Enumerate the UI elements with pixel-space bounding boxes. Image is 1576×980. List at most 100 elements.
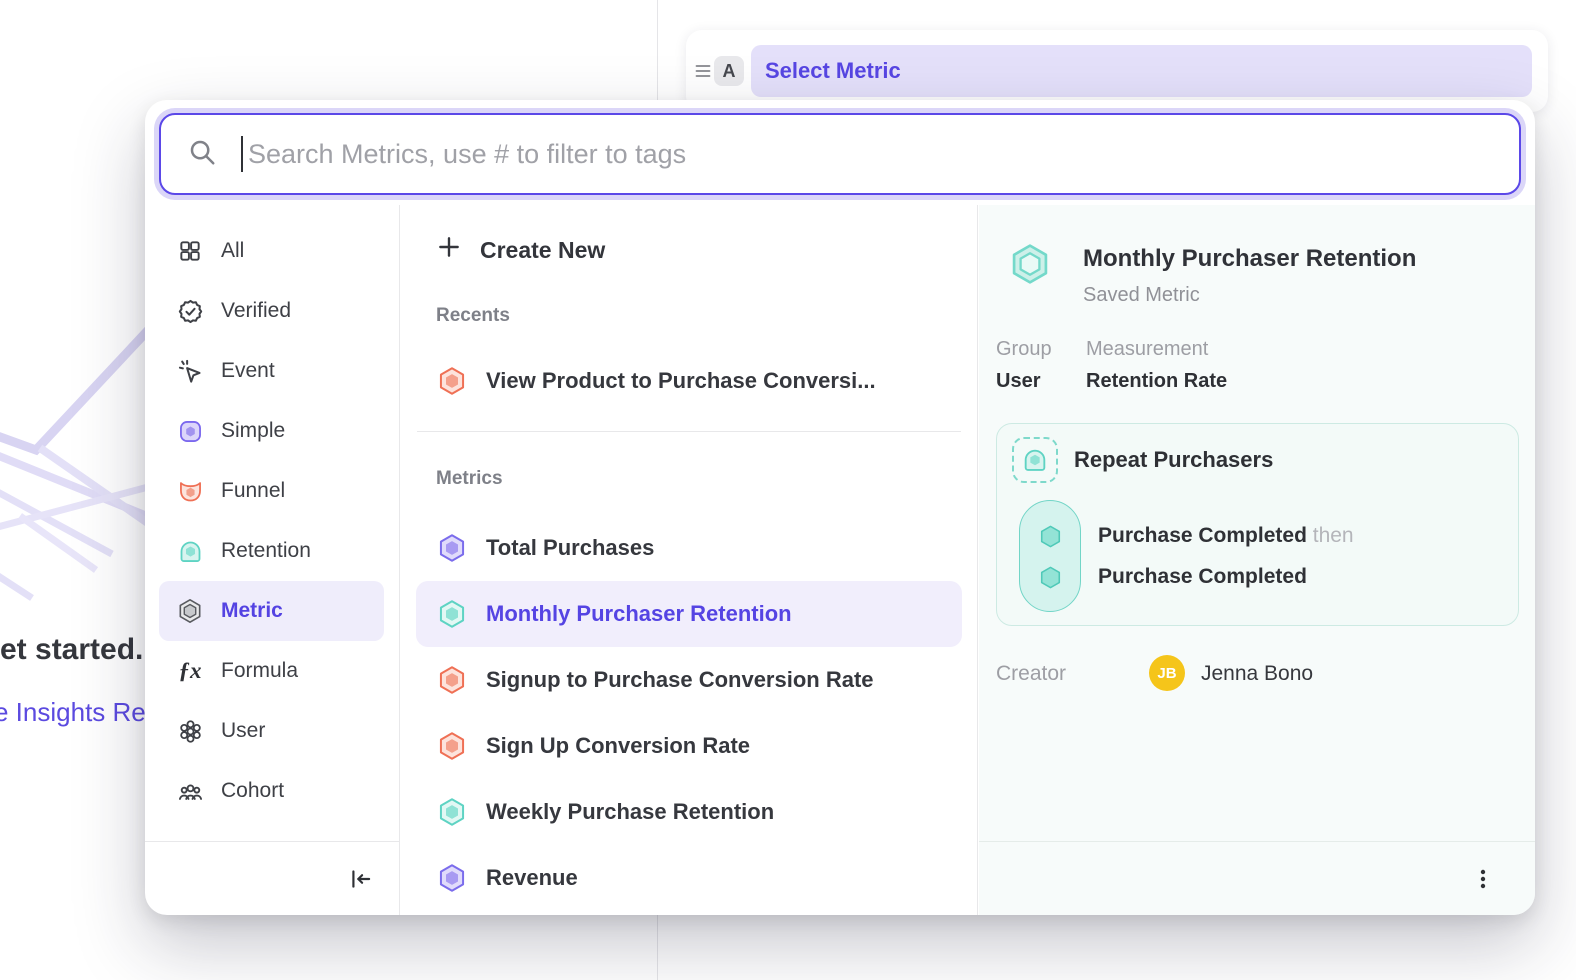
sidebar-item-simple[interactable]: Simple	[159, 401, 384, 461]
event-hexagon-icon	[1040, 566, 1061, 589]
verified-badge-icon	[176, 297, 204, 325]
step-connector: then	[1306, 524, 1354, 547]
retention-metric-hexagon-icon	[436, 796, 468, 828]
metric-list-item[interactable]: Weekly Purchase Retention	[416, 779, 962, 845]
metrics-section-title: Metrics	[436, 468, 503, 489]
event-hexagon-icon	[1040, 525, 1061, 548]
sidebar-item-label: Simple	[221, 419, 286, 442]
event-cursor-icon	[176, 357, 204, 385]
create-new-label: Create New	[480, 236, 606, 263]
select-metric-label: Select Metric	[765, 58, 901, 83]
sidebar-item-label: Retention	[221, 539, 311, 562]
metric-picker-modal: All Verified	[145, 100, 1535, 915]
saved-metric-hexagon-icon	[1007, 241, 1053, 287]
step-event-name: Purchase Completed	[1098, 565, 1307, 588]
creator-name: Jenna Bono	[1201, 662, 1314, 685]
detail-type: Saved Metric	[1083, 284, 1200, 306]
metric-list-item[interactable]: Sign Up Conversion Rate	[416, 713, 962, 779]
measurement-label: Measurement	[1086, 338, 1209, 360]
creator-avatar: JB	[1149, 655, 1185, 691]
simple-icon	[176, 417, 204, 445]
metric-item-label: Sign Up Conversion Rate	[486, 733, 751, 758]
section-divider	[417, 431, 961, 432]
sidebar-item-cohort[interactable]: Cohort	[159, 761, 384, 821]
sidebar-item-formula[interactable]: ƒx Formula	[159, 641, 384, 701]
series-letter-badge: A	[714, 56, 744, 86]
funnel-icon	[176, 477, 204, 505]
funnel-metric-hexagon-icon	[436, 365, 468, 397]
cohort-icon	[176, 777, 204, 805]
drag-handle-icon[interactable]	[694, 64, 712, 78]
sidebar-item-label: Verified	[221, 299, 292, 322]
sidebar-item-all[interactable]: All	[159, 221, 384, 281]
group-value: User	[996, 370, 1041, 392]
metric-item-label: Revenue	[486, 865, 578, 890]
sidebar-item-label: Funnel	[221, 479, 286, 502]
insights-report-link-fragment[interactable]: e Insights Re	[0, 697, 146, 727]
sidebar-item-metric[interactable]: Metric	[159, 581, 384, 641]
detail-footer	[979, 841, 1535, 915]
metric-detail-panel: Monthly Purchaser Retention Saved Metric…	[979, 205, 1535, 915]
filter-sidebar: All Verified	[145, 205, 400, 915]
sidebar-item-verified[interactable]: Verified	[159, 281, 384, 341]
metric-list-item[interactable]: Total Purchases	[416, 515, 962, 581]
metric-item-label: Total Purchases	[486, 535, 655, 560]
metric-item-label: Weekly Purchase Retention	[486, 799, 775, 824]
sidebar-item-label: Cohort	[221, 779, 285, 802]
plus-icon	[436, 234, 462, 266]
funnel-metric-hexagon-icon	[436, 664, 468, 696]
search-input[interactable]	[246, 137, 1519, 171]
recent-item-label: View Product to Purchase Conversi...	[486, 368, 876, 393]
recents-section-title: Recents	[436, 305, 510, 326]
measurement-value: Retention Rate	[1086, 370, 1228, 392]
sidebar-item-label: All	[221, 239, 245, 262]
metric-item-label: Monthly Purchaser Retention	[486, 601, 792, 626]
metric-list-item-selected[interactable]: Monthly Purchaser Retention	[416, 581, 962, 647]
event-metric-hexagon-icon	[436, 532, 468, 564]
event-sequence-pill	[1019, 500, 1081, 612]
formula-icon: ƒx	[178, 658, 202, 683]
search-icon	[187, 137, 217, 172]
retention-definition-icon	[1012, 437, 1058, 483]
sidebar-item-label: Metric	[221, 599, 283, 622]
sidebar-item-label: Formula	[221, 659, 299, 682]
sidebar-item-retention[interactable]: Retention	[159, 521, 384, 581]
group-label: Group	[996, 338, 1052, 360]
definition-step-2: Purchase Completed	[1098, 565, 1307, 589]
creator-label: Creator	[996, 662, 1067, 685]
step-event-name: Purchase Completed	[1098, 524, 1307, 547]
select-metric-button[interactable]: Select Metric	[751, 45, 1532, 97]
sidebar-item-funnel[interactable]: Funnel	[159, 461, 384, 521]
picker-columns: All Verified	[145, 205, 1535, 915]
sidebar-item-user[interactable]: User	[159, 701, 384, 761]
search-bar[interactable]	[159, 113, 1521, 195]
funnel-metric-hexagon-icon	[436, 730, 468, 762]
metric-item-label: Signup to Purchase Conversion Rate	[486, 667, 874, 692]
kebab-menu-icon[interactable]	[1471, 867, 1495, 891]
metric-list-item[interactable]: Revenue	[416, 845, 962, 911]
collapse-sidebar-icon[interactable]	[348, 866, 374, 892]
getting-started-headline-fragment: et started.	[0, 633, 144, 666]
grid-icon	[176, 237, 204, 265]
sidebar-footer	[145, 841, 400, 915]
event-metric-hexagon-icon	[436, 862, 468, 894]
metric-definition-card: Repeat Purchasers Purchase Completed the…	[996, 423, 1519, 626]
sidebar-item-label: User	[221, 719, 266, 742]
recent-item[interactable]: View Product to Purchase Conversi...	[416, 352, 962, 410]
definition-step-1: Purchase Completed then	[1098, 524, 1354, 548]
user-icon	[176, 717, 204, 745]
sidebar-item-label: Event	[221, 359, 275, 382]
retention-metric-hexagon-icon	[436, 598, 468, 630]
definition-name: Repeat Purchasers	[1074, 447, 1274, 472]
metric-hexagon-icon	[176, 597, 204, 625]
text-caret	[241, 136, 243, 172]
sidebar-item-event[interactable]: Event	[159, 341, 384, 401]
empty-state-chart-illustration	[0, 322, 152, 601]
create-new-button[interactable]: Create New	[416, 225, 962, 275]
metric-row-card: A Select Metric	[686, 30, 1548, 112]
metric-list-item[interactable]: Signup to Purchase Conversion Rate	[416, 647, 962, 713]
detail-title: Monthly Purchaser Retention	[1083, 245, 1417, 272]
metric-list-panel: Create New Recents View Product to Purch…	[401, 205, 978, 915]
retention-icon	[176, 537, 204, 565]
